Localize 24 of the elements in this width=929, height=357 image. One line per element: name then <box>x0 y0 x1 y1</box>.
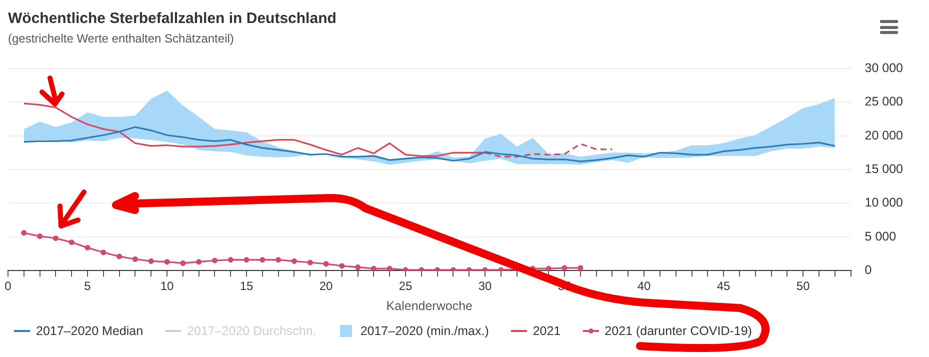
y-tick-label: 30 000 <box>864 60 904 75</box>
x-tick-label: 45 <box>716 279 731 294</box>
legend-label: 2017–2020 Median <box>36 324 144 338</box>
legend-label: 2017–2020 (min./max.) <box>360 324 489 338</box>
legend-label: 2021 <box>532 324 561 338</box>
chart-subtitle: (gestrichelte Werte enthalten Schätzanteil) <box>8 32 234 46</box>
x-tick-label: 5 <box>84 279 92 294</box>
x-axis-title: Kalenderwoche <box>386 298 473 313</box>
x-tick-label: 40 <box>637 279 652 294</box>
x-tick-label: 25 <box>398 279 413 294</box>
x-tick-label: 50 <box>796 279 810 294</box>
x-tick-label: 20 <box>319 279 334 294</box>
x-tick-label: 0 <box>4 279 12 294</box>
x-tick-label: 30 <box>478 279 492 294</box>
x-tick-label: 10 <box>160 279 174 294</box>
y-tick-label: 10 000 <box>864 196 904 210</box>
y-tick-label: 20 000 <box>864 128 904 142</box>
y-tick-label: 15 000 <box>864 162 904 176</box>
x-tick-label: 15 <box>240 279 254 294</box>
legend-label: 2021 (darunter COVID-19) <box>604 324 752 338</box>
y-tick-label: 5 000 <box>864 229 896 244</box>
y-tick-label: 25 000 <box>864 94 904 109</box>
y-tick-label: 0 <box>864 263 872 278</box>
chart-title: Wöchentliche Sterbefallzahlen in Deutschland <box>8 10 336 28</box>
